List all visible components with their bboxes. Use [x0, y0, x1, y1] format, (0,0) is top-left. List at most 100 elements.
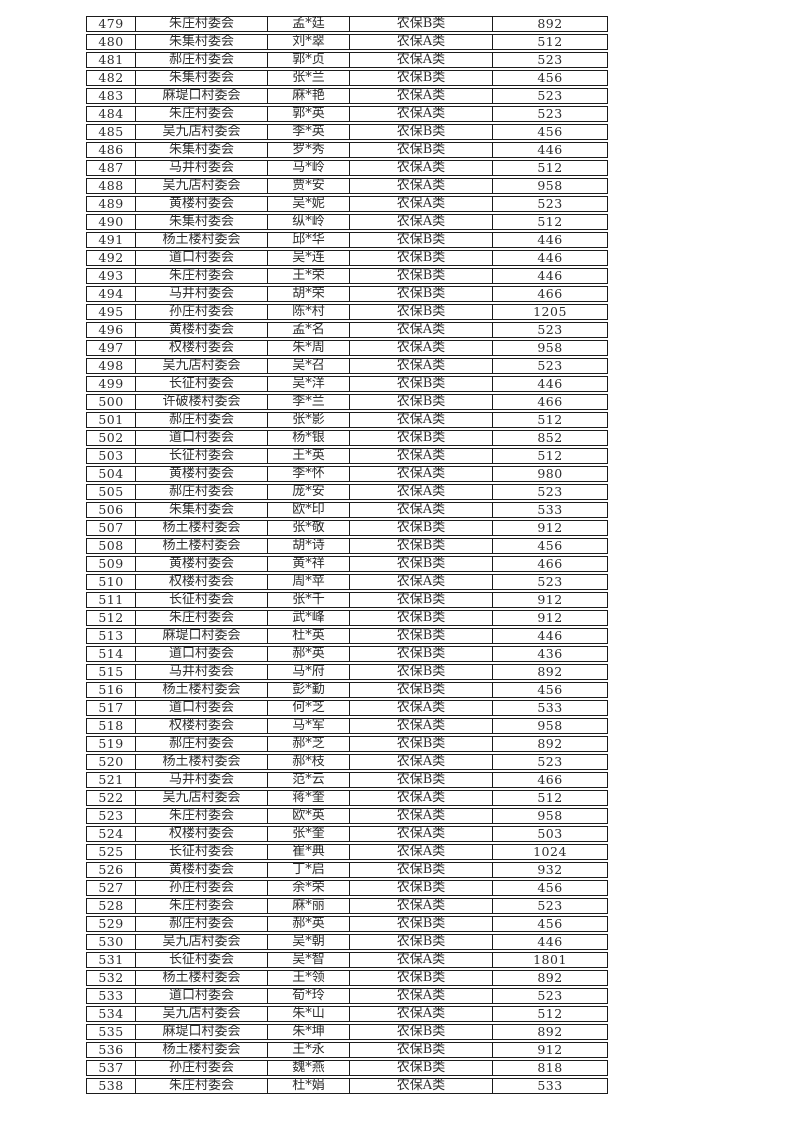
cell-insurance-category: 农保B类: [350, 268, 493, 284]
cell-amount: 456: [493, 124, 608, 140]
table-row: 480 朱集村委会 刘*翠 农保A类 512: [86, 34, 608, 50]
cell-serial-number: 527: [86, 880, 136, 896]
cell-insurance-category: 农保A类: [350, 826, 493, 842]
cell-serial-number: 507: [86, 520, 136, 536]
cell-person-name: 麻*艳: [268, 88, 350, 104]
cell-village-committee: 郝庄村委会: [136, 484, 268, 500]
cell-insurance-category: 农保B类: [350, 1042, 493, 1058]
cell-insurance-category: 农保A类: [350, 160, 493, 176]
cell-village-committee: 麻堤口村委会: [136, 88, 268, 104]
cell-insurance-category: 农保B类: [350, 934, 493, 950]
table-row: 509 黄楼村委会 黄*祥 农保B类 466: [86, 556, 608, 572]
cell-serial-number: 497: [86, 340, 136, 356]
cell-person-name: 范*云: [268, 772, 350, 788]
table-row: 484 朱庄村委会 郭*英 农保A类 523: [86, 106, 608, 122]
cell-person-name: 王*领: [268, 970, 350, 986]
cell-serial-number: 502: [86, 430, 136, 446]
table-row: 498 吴九店村委会 吴*召 农保A类 523: [86, 358, 608, 374]
cell-amount: 503: [493, 826, 608, 842]
table-row: 482 朱集村委会 张*兰 农保B类 456: [86, 70, 608, 86]
cell-insurance-category: 农保B类: [350, 430, 493, 446]
cell-village-committee: 孙庄村委会: [136, 1060, 268, 1076]
cell-amount: 523: [493, 52, 608, 68]
table-body: 479 朱庄村委会 孟*廷 农保B类 892 480 朱集村委会 刘*翠 农保A…: [86, 16, 608, 1094]
cell-person-name: 李*英: [268, 124, 350, 140]
cell-insurance-category: 农保B类: [350, 772, 493, 788]
cell-person-name: 胡*诗: [268, 538, 350, 554]
cell-serial-number: 521: [86, 772, 136, 788]
cell-village-committee: 道口村委会: [136, 700, 268, 716]
cell-insurance-category: 农保B类: [350, 1024, 493, 1040]
table-row: 512 朱庄村委会 武*峰 农保B类 912: [86, 610, 608, 626]
table-row: 520 杨土楼村委会 郝*枝 农保A类 523: [86, 754, 608, 770]
table-row: 510 权楼村委会 周*苹 农保A类 523: [86, 574, 608, 590]
table-row: 494 马井村委会 胡*荣 农保B类 466: [86, 286, 608, 302]
cell-serial-number: 484: [86, 106, 136, 122]
cell-person-name: 余*荣: [268, 880, 350, 896]
cell-person-name: 张*影: [268, 412, 350, 428]
cell-person-name: 郭*英: [268, 106, 350, 122]
cell-insurance-category: 农保A类: [350, 1006, 493, 1022]
cell-insurance-category: 农保B类: [350, 124, 493, 140]
cell-village-committee: 朱集村委会: [136, 502, 268, 518]
cell-serial-number: 514: [86, 646, 136, 662]
cell-person-name: 罗*秀: [268, 142, 350, 158]
cell-serial-number: 485: [86, 124, 136, 140]
cell-village-committee: 朱集村委会: [136, 34, 268, 50]
table-row: 504 黄楼村委会 李*怀 农保A类 980: [86, 466, 608, 482]
cell-amount: 533: [493, 502, 608, 518]
cell-person-name: 杨*银: [268, 430, 350, 446]
cell-insurance-category: 农保B类: [350, 304, 493, 320]
cell-serial-number: 517: [86, 700, 136, 716]
table-row: 485 吴九店村委会 李*英 农保B类 456: [86, 124, 608, 140]
cell-insurance-category: 农保B类: [350, 16, 493, 32]
cell-amount: 466: [493, 772, 608, 788]
cell-serial-number: 509: [86, 556, 136, 572]
cell-amount: 958: [493, 178, 608, 194]
table-row: 516 杨土楼村委会 彭*勤 农保B类 456: [86, 682, 608, 698]
cell-serial-number: 482: [86, 70, 136, 86]
cell-amount: 512: [493, 1006, 608, 1022]
cell-insurance-category: 农保B类: [350, 394, 493, 410]
cell-amount: 456: [493, 916, 608, 932]
cell-serial-number: 480: [86, 34, 136, 50]
cell-insurance-category: 农保A类: [350, 358, 493, 374]
cell-village-committee: 黄楼村委会: [136, 466, 268, 482]
cell-insurance-category: 农保A类: [350, 844, 493, 860]
cell-insurance-category: 农保B类: [350, 736, 493, 752]
cell-person-name: 吴*召: [268, 358, 350, 374]
cell-serial-number: 490: [86, 214, 136, 230]
cell-person-name: 郝*英: [268, 646, 350, 662]
cell-insurance-category: 农保A类: [350, 466, 493, 482]
cell-person-name: 欧*印: [268, 502, 350, 518]
cell-village-committee: 道口村委会: [136, 430, 268, 446]
table-row: 522 吴九店村委会 蒋*奎 农保A类 512: [86, 790, 608, 806]
cell-person-name: 朱*周: [268, 340, 350, 356]
cell-serial-number: 481: [86, 52, 136, 68]
cell-amount: 852: [493, 430, 608, 446]
cell-amount: 466: [493, 394, 608, 410]
table-row: 513 麻堤口村委会 杜*英 农保B类 446: [86, 628, 608, 644]
cell-person-name: 彭*勤: [268, 682, 350, 698]
cell-village-committee: 麻堤口村委会: [136, 628, 268, 644]
cell-village-committee: 长征村委会: [136, 448, 268, 464]
cell-village-committee: 吴九店村委会: [136, 790, 268, 806]
table-row: 521 马井村委会 范*云 农保B类 466: [86, 772, 608, 788]
cell-person-name: 吴*智: [268, 952, 350, 968]
cell-serial-number: 508: [86, 538, 136, 554]
cell-person-name: 张*千: [268, 592, 350, 608]
cell-person-name: 王*英: [268, 448, 350, 464]
cell-amount: 523: [493, 196, 608, 212]
cell-serial-number: 511: [86, 592, 136, 608]
table-row: 493 朱庄村委会 王*荣 农保B类 446: [86, 268, 608, 284]
cell-insurance-category: 农保B类: [350, 862, 493, 878]
cell-person-name: 欧*英: [268, 808, 350, 824]
cell-serial-number: 524: [86, 826, 136, 842]
cell-insurance-category: 农保A类: [350, 988, 493, 1004]
cell-amount: 958: [493, 340, 608, 356]
cell-person-name: 朱*坤: [268, 1024, 350, 1040]
cell-insurance-category: 农保A类: [350, 790, 493, 806]
table-row: 508 杨土楼村委会 胡*诗 农保B类 456: [86, 538, 608, 554]
cell-insurance-category: 农保B类: [350, 880, 493, 896]
cell-serial-number: 520: [86, 754, 136, 770]
